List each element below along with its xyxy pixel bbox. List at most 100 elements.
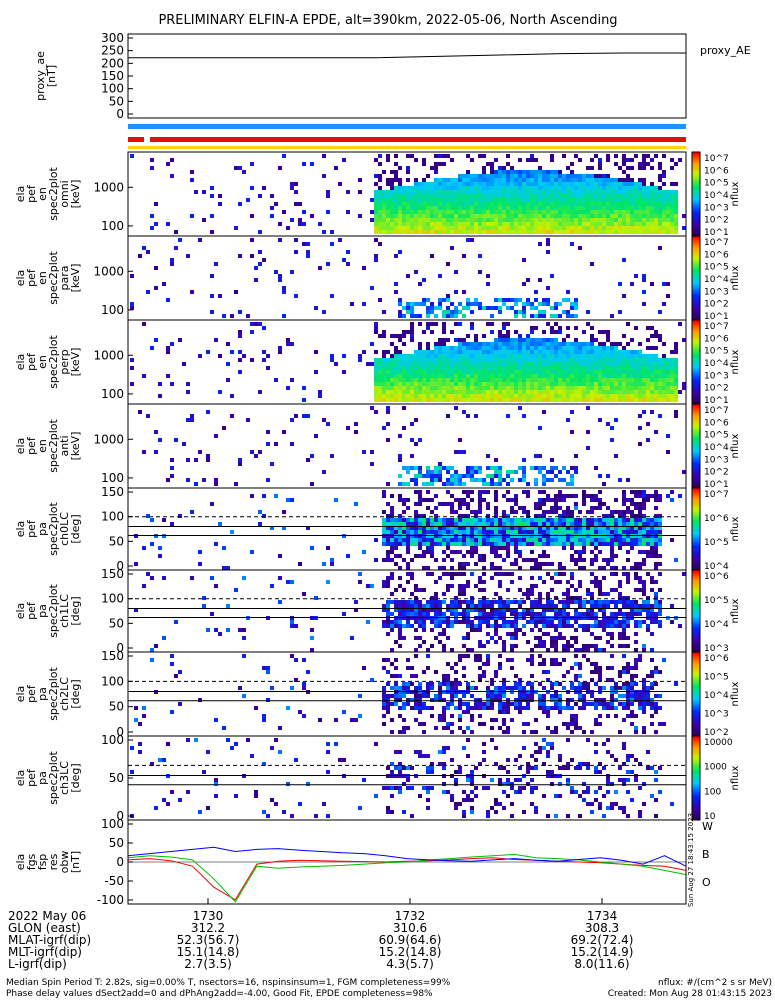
panel-pa_ch1-cell	[538, 640, 542, 644]
panel-en_omni-cell	[622, 178, 626, 182]
panel-pa_ch0-cell	[426, 550, 430, 554]
panel-en_perp-cell	[390, 386, 394, 390]
panel-pa_ch0-cell	[650, 546, 654, 550]
panel-en_para-cell	[162, 282, 166, 286]
panel-en_omni-cell	[490, 166, 494, 170]
panel-en_omni-cell	[486, 190, 490, 194]
panel-pa_ch0-cell	[634, 518, 638, 522]
panel-pa_ch0-cell	[458, 550, 462, 554]
panel-pa_ch0-cell	[434, 522, 438, 526]
panel-en_omni-cell	[510, 210, 514, 214]
panel-en_omni-cell	[626, 222, 630, 226]
panel-en_anti-colorbar-seg	[692, 441, 700, 445]
panel-en_omni-cell	[482, 190, 486, 194]
panel-en_omni-colorbar-seg	[692, 152, 700, 155]
panel-pa_ch0-cell	[574, 494, 578, 498]
panel-pa_ch1-cell	[446, 572, 450, 576]
panel-en_para-cell	[478, 254, 482, 258]
panel-en_perp-cell	[598, 342, 602, 346]
panel-pa_ch0-cell	[482, 558, 486, 562]
panel-pa_ch0-colorbar-tick: 10^7	[704, 490, 729, 500]
panel-en_omni-cell	[522, 202, 526, 206]
panel-pa_ch0-cell	[598, 522, 602, 526]
panel-en_omni-cell	[674, 190, 678, 194]
panel-en_perp-cell	[662, 378, 666, 382]
panel-pa_ch1-cell	[418, 612, 422, 616]
panel-en_omni-cell	[650, 218, 654, 222]
panel-en_omni-cell	[518, 182, 522, 186]
panel-en_anti-cell	[170, 474, 174, 478]
panel-en_anti-cell	[482, 478, 486, 482]
panel-en_omni-cell	[498, 222, 502, 226]
panel-en_omni-cell	[430, 226, 434, 230]
panel-en_perp-cell	[506, 390, 510, 394]
panel-pa_ch1-cell	[598, 648, 602, 652]
panel-pa_ch0-cell	[654, 546, 658, 550]
panel-en_omni-cell	[498, 194, 502, 198]
panel-en_omni-cell	[470, 202, 474, 206]
panel-en_omni-cell	[630, 230, 634, 234]
panel-pa_ch1-cell	[462, 572, 466, 576]
panel-pa_ch0-cell	[602, 538, 606, 542]
panel-pa_ch0-cell	[514, 510, 518, 514]
panel-en_omni-cell	[526, 214, 530, 218]
panel-en_perp-cell	[394, 354, 398, 358]
panel-en_perp-cell	[546, 374, 550, 378]
panel-en_omni-cell	[658, 210, 662, 214]
panel-en_omni-cell	[566, 210, 570, 214]
panel-pa_ch0-cell	[390, 514, 394, 518]
panel-en_perp-cell	[546, 358, 550, 362]
panel-pa_ch1-cell	[530, 576, 534, 580]
panel-pa_ch1-cell	[386, 632, 390, 636]
panel-pa_ch1-cell	[610, 636, 614, 640]
panel-en_omni-cell	[650, 210, 654, 214]
panel-pa_ch1-cell	[162, 636, 166, 640]
panel-pa_ch1-cell	[278, 576, 282, 580]
panel-pa_ch1-cell	[554, 640, 558, 644]
panel-pa_ch1-cell	[514, 600, 518, 604]
panel-en_omni-cell	[322, 174, 326, 178]
panel-en_para-cell	[542, 298, 546, 302]
panel-en_omni-cell	[670, 210, 674, 214]
panel-en_perp-cell	[450, 366, 454, 370]
panel-en_omni-cell	[542, 174, 546, 178]
panel-en_omni-cell	[542, 202, 546, 206]
panel-en_omni-cell	[310, 162, 314, 166]
panel-en_omni-cell	[438, 162, 442, 166]
panel-pa_ch0-cell	[658, 526, 662, 530]
panel-en_perp-cell	[622, 350, 626, 354]
panel-pa_ch0-cell	[558, 514, 562, 518]
panel-pa_ch1-cell	[382, 624, 386, 628]
panel-en_perp-cell	[390, 378, 394, 382]
panel-en_para-cell	[402, 314, 406, 318]
panel-en_omni-cell	[518, 202, 522, 206]
panel-en_omni-cell	[494, 170, 498, 174]
panel-en_omni-cell	[418, 198, 422, 202]
panel-pa_ch0-cell	[498, 538, 502, 542]
panel-en_omni-cell	[662, 226, 666, 230]
panel-en_perp-cell	[574, 378, 578, 382]
panel-en_anti-cell	[462, 482, 466, 486]
panel-pa_ch1-cell	[390, 612, 394, 616]
panel-en_omni-cell	[390, 230, 394, 234]
panel-en_perp-cell	[554, 322, 558, 326]
panel-pa_ch0-cell	[606, 538, 610, 542]
panel-en_para-cell	[138, 254, 142, 258]
panel-pa_ch1-cell	[522, 608, 526, 612]
panel-en_perp-cell	[394, 334, 398, 338]
panel-pa_ch1-cell	[574, 612, 578, 616]
panel-pa_ch0-cell	[466, 526, 470, 530]
panel-en_para-cell	[470, 310, 474, 314]
panel-en_omni-cell	[394, 230, 398, 234]
panel-en_omni-cell	[530, 154, 534, 158]
panel-en_omni-ytick-label: 100	[101, 219, 124, 233]
panel-en_omni-cell	[602, 194, 606, 198]
panel-en_omni-cell	[562, 202, 566, 206]
panel-en_omni-cell	[558, 182, 562, 186]
panel-pa_ch0-cell	[478, 490, 482, 494]
panel-en_perp-cell	[642, 370, 646, 374]
panel-pa_ch0-cell	[546, 526, 550, 530]
panel-pa_ch0-cell	[642, 506, 646, 510]
panel-en_perp-colorbar-seg	[692, 343, 700, 346]
panel-pa_ch1-cell	[518, 600, 522, 604]
